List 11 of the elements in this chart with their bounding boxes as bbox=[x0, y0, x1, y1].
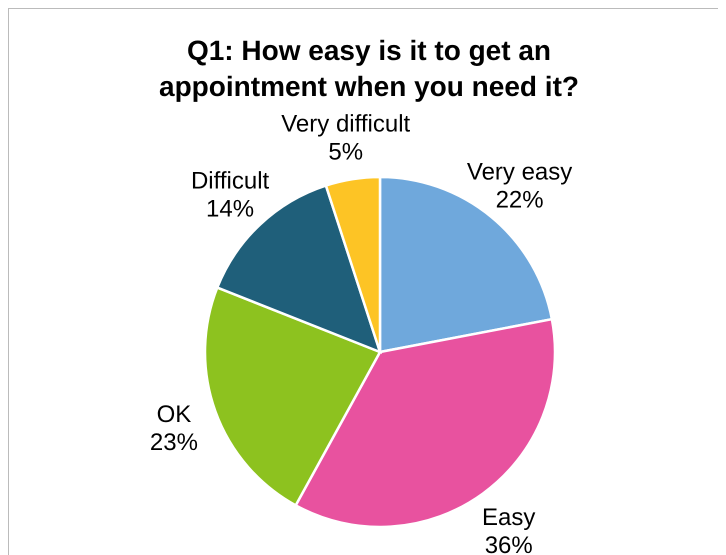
slice-label: OK bbox=[156, 401, 192, 428]
slice-label: Very easy bbox=[466, 158, 572, 186]
data-label: 23% bbox=[150, 429, 198, 456]
chart-title: Q1: How easy is it to get an appointment when you need it? bbox=[158, 34, 580, 104]
data-label: 22% bbox=[496, 186, 544, 214]
slice-label: Difficult bbox=[190, 167, 270, 194]
data-label: 14% bbox=[206, 195, 254, 222]
slice-label: Very difficult bbox=[281, 110, 411, 138]
data-label: 5% bbox=[328, 138, 364, 166]
data-label: 36% bbox=[484, 532, 533, 555]
slice-label: Easy bbox=[482, 504, 536, 532]
